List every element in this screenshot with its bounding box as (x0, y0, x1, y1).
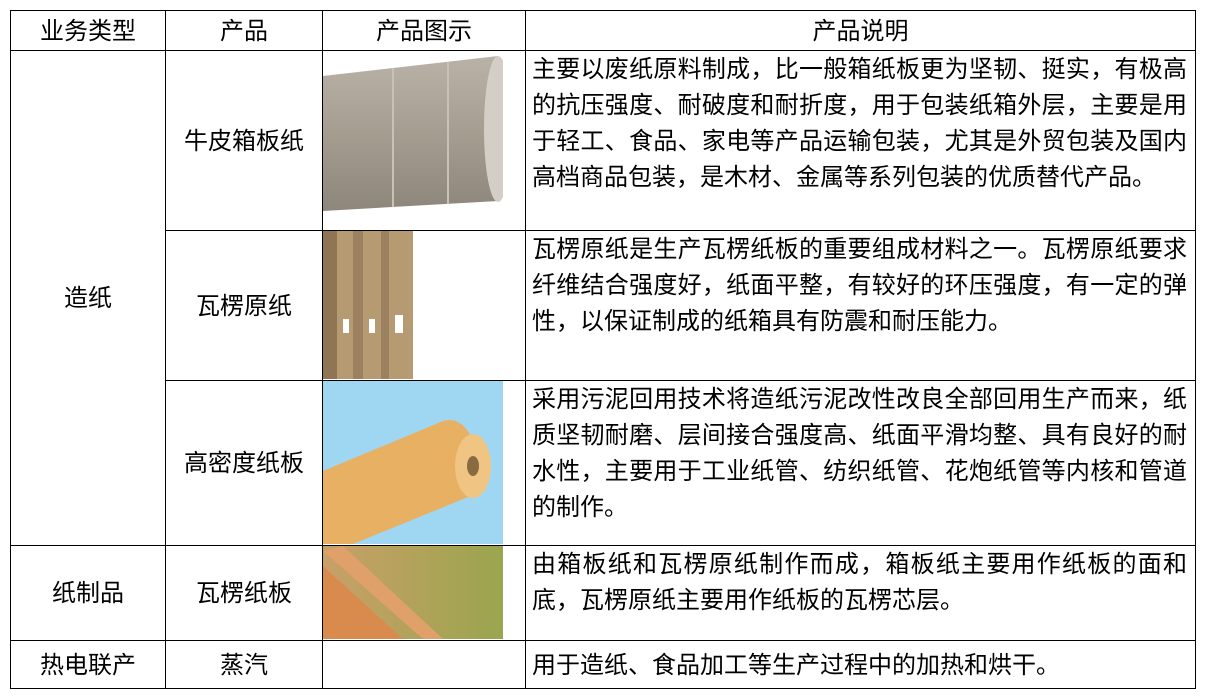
product: 瓦楞纸板 (165, 545, 323, 641)
header-cell: 产品说明 (525, 10, 1196, 51)
row: 造纸 牛皮箱板纸 主要以废纸原料制成，比一般箱纸板更为坚韧、挺实，有极高的抗压强… (10, 50, 1196, 546)
business-type: 造纸 (10, 50, 166, 546)
product-name: 蒸汽 (220, 650, 268, 679)
product: 牛皮箱板纸 (165, 50, 323, 231)
product-image (322, 50, 526, 231)
product-image (322, 640, 526, 689)
product-name: 瓦楞原纸 (196, 291, 292, 320)
business-type: 热电联产 (10, 640, 166, 689)
product-name: 瓦楞纸板 (196, 579, 292, 607)
description: 用于造纸、食品加工等生产过程中的加热和烘干。 (525, 640, 1196, 689)
header-cell: 产品 (165, 10, 323, 51)
product-name: 高密度纸板 (184, 449, 304, 477)
row: 纸制品 瓦楞纸板 由箱板纸和瓦楞原纸制作而成，箱板纸主要用作纸板的面和底，瓦楞原… (10, 545, 1196, 641)
header-cell: 产品图示 (322, 10, 526, 51)
kraft-roll-image (323, 51, 503, 211)
product-name: 牛皮箱板纸 (184, 126, 304, 155)
description: 由箱板纸和瓦楞原纸制作而成，箱板纸主要用作纸板的面和底，瓦楞原纸主要用作纸板的瓦… (525, 545, 1196, 641)
corrugated-board-image (323, 546, 503, 639)
row: 热电联产 蒸汽 用于造纸、食品加工等生产过程中的加热和烘干。 (10, 640, 1196, 689)
product-image (322, 230, 526, 381)
description: 采用污泥回用技术将造纸污泥改性改良全部回用生产而来，纸质坚韧耐磨、层间接合强度高… (525, 380, 1196, 546)
board-roll-image (323, 381, 503, 544)
header-cell: 业务类型 (10, 10, 166, 51)
product: 高密度纸板 (165, 380, 323, 546)
product: 瓦楞原纸 (165, 230, 323, 381)
description: 主要以废纸原料制成，比一般箱纸板更为坚韧、挺实，有极高的抗压强度、耐破度和耐折度… (525, 50, 1196, 231)
product: 蒸汽 (165, 640, 323, 689)
product-table: 业务类型 产品 产品图示 产品说明 造纸 牛皮箱板纸 主要以废纸原料制成，比一般… (10, 10, 1196, 689)
description: 瓦楞原纸是生产瓦楞纸板的重要组成材料之一。瓦楞原纸要求纤维结合强度好，纸面平整，… (525, 230, 1196, 381)
product-image (322, 380, 526, 546)
row: 高密度纸板 采用污泥回用技术将造纸污泥改性改良全部回用生产而来，纸质坚韧耐磨、层… (11, 380, 1196, 546)
row: 瓦楞原纸 瓦楞原纸是生产瓦楞纸板的重要组成材料之一。瓦楞原纸要求纤维结合强度好，… (11, 230, 1196, 381)
business-type: 纸制品 (10, 545, 166, 641)
product-image (322, 545, 526, 641)
header-row: 业务类型 产品 产品图示 产品说明 (10, 10, 1196, 51)
corrugating-roll-image (323, 231, 413, 379)
